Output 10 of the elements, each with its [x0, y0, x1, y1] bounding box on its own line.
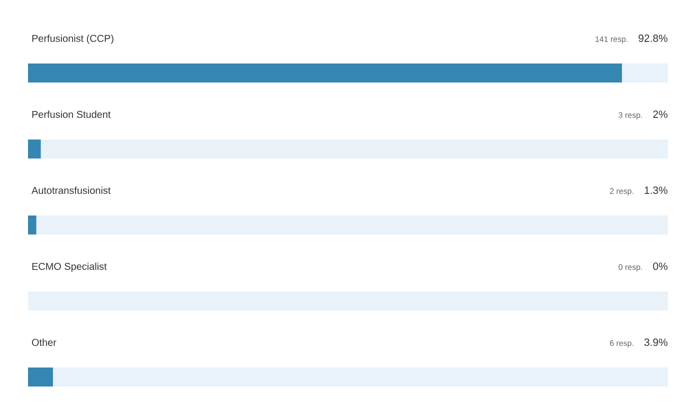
annotation: 1.3% — [644, 186, 668, 194]
y-tick-label: Perfusionist (CCP) — [32, 34, 114, 44]
annotation: 0% — [653, 262, 668, 270]
y-tick-label: Other — [32, 338, 56, 346]
y-tick-label: Perfusion Student — [32, 110, 111, 118]
annotation: 3.9% — [644, 338, 668, 346]
annotation: 2% — [653, 110, 668, 118]
y-tick-label: ECMO Specialist — [32, 262, 107, 272]
y-tick-label: Autotransfusionist — [32, 186, 111, 194]
annotation: 92.8% — [638, 34, 668, 42]
